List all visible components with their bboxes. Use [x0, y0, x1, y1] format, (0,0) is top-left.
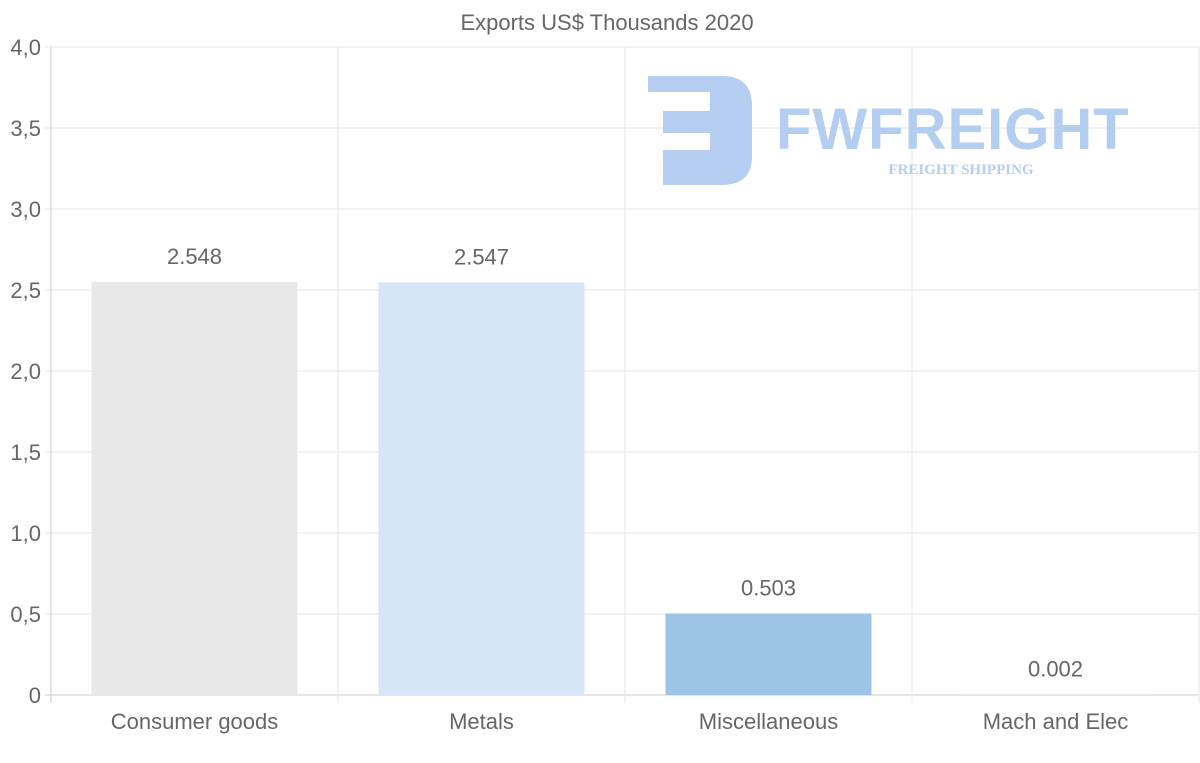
bar-metals [378, 282, 585, 695]
x-tick-label: Mach and Elec [983, 709, 1129, 734]
bar-miscellaneous [665, 613, 872, 695]
x-tick-label: Miscellaneous [699, 709, 838, 734]
y-tick-label: 2,0 [10, 359, 41, 384]
logo-mark-icon [648, 76, 752, 185]
x-tick-label: Metals [449, 709, 514, 734]
y-tick-label: 1,5 [10, 440, 41, 465]
data-label: 2.547 [454, 244, 509, 269]
data-label: 0.002 [1028, 657, 1083, 682]
x-axis: Consumer goods Metals Miscellaneous Mach an… [111, 709, 1129, 734]
watermark-tagline: FREIGHT SHIPPING [888, 162, 1033, 178]
watermark-brand: FWFREIGHT [776, 97, 1130, 162]
x-tick-label: Consumer goods [111, 709, 279, 734]
y-tick-label: 3,0 [10, 197, 41, 222]
data-label: 0.503 [741, 576, 796, 601]
y-tick-label: 0 [29, 683, 41, 708]
watermark-logo: FWFREIGHT FREIGHT SHIPPING [648, 76, 1130, 185]
bar-consumer-goods [91, 282, 298, 695]
y-tick-label: 0,5 [10, 602, 41, 627]
y-tick-label: 2,5 [10, 278, 41, 303]
y-tick-label: 3,5 [10, 116, 41, 141]
y-axis: 0 0,5 1,0 1,5 2,0 2,5 3,0 3,5 4,0 [10, 35, 41, 708]
y-tick-label: 1,0 [10, 521, 41, 546]
bars: 2.548 2.547 0.503 0.002 [91, 244, 1159, 695]
chart-title: Exports US$ Thousands 2020 [460, 10, 753, 35]
data-label: 2.548 [167, 244, 222, 269]
y-tick-label: 4,0 [10, 35, 41, 60]
